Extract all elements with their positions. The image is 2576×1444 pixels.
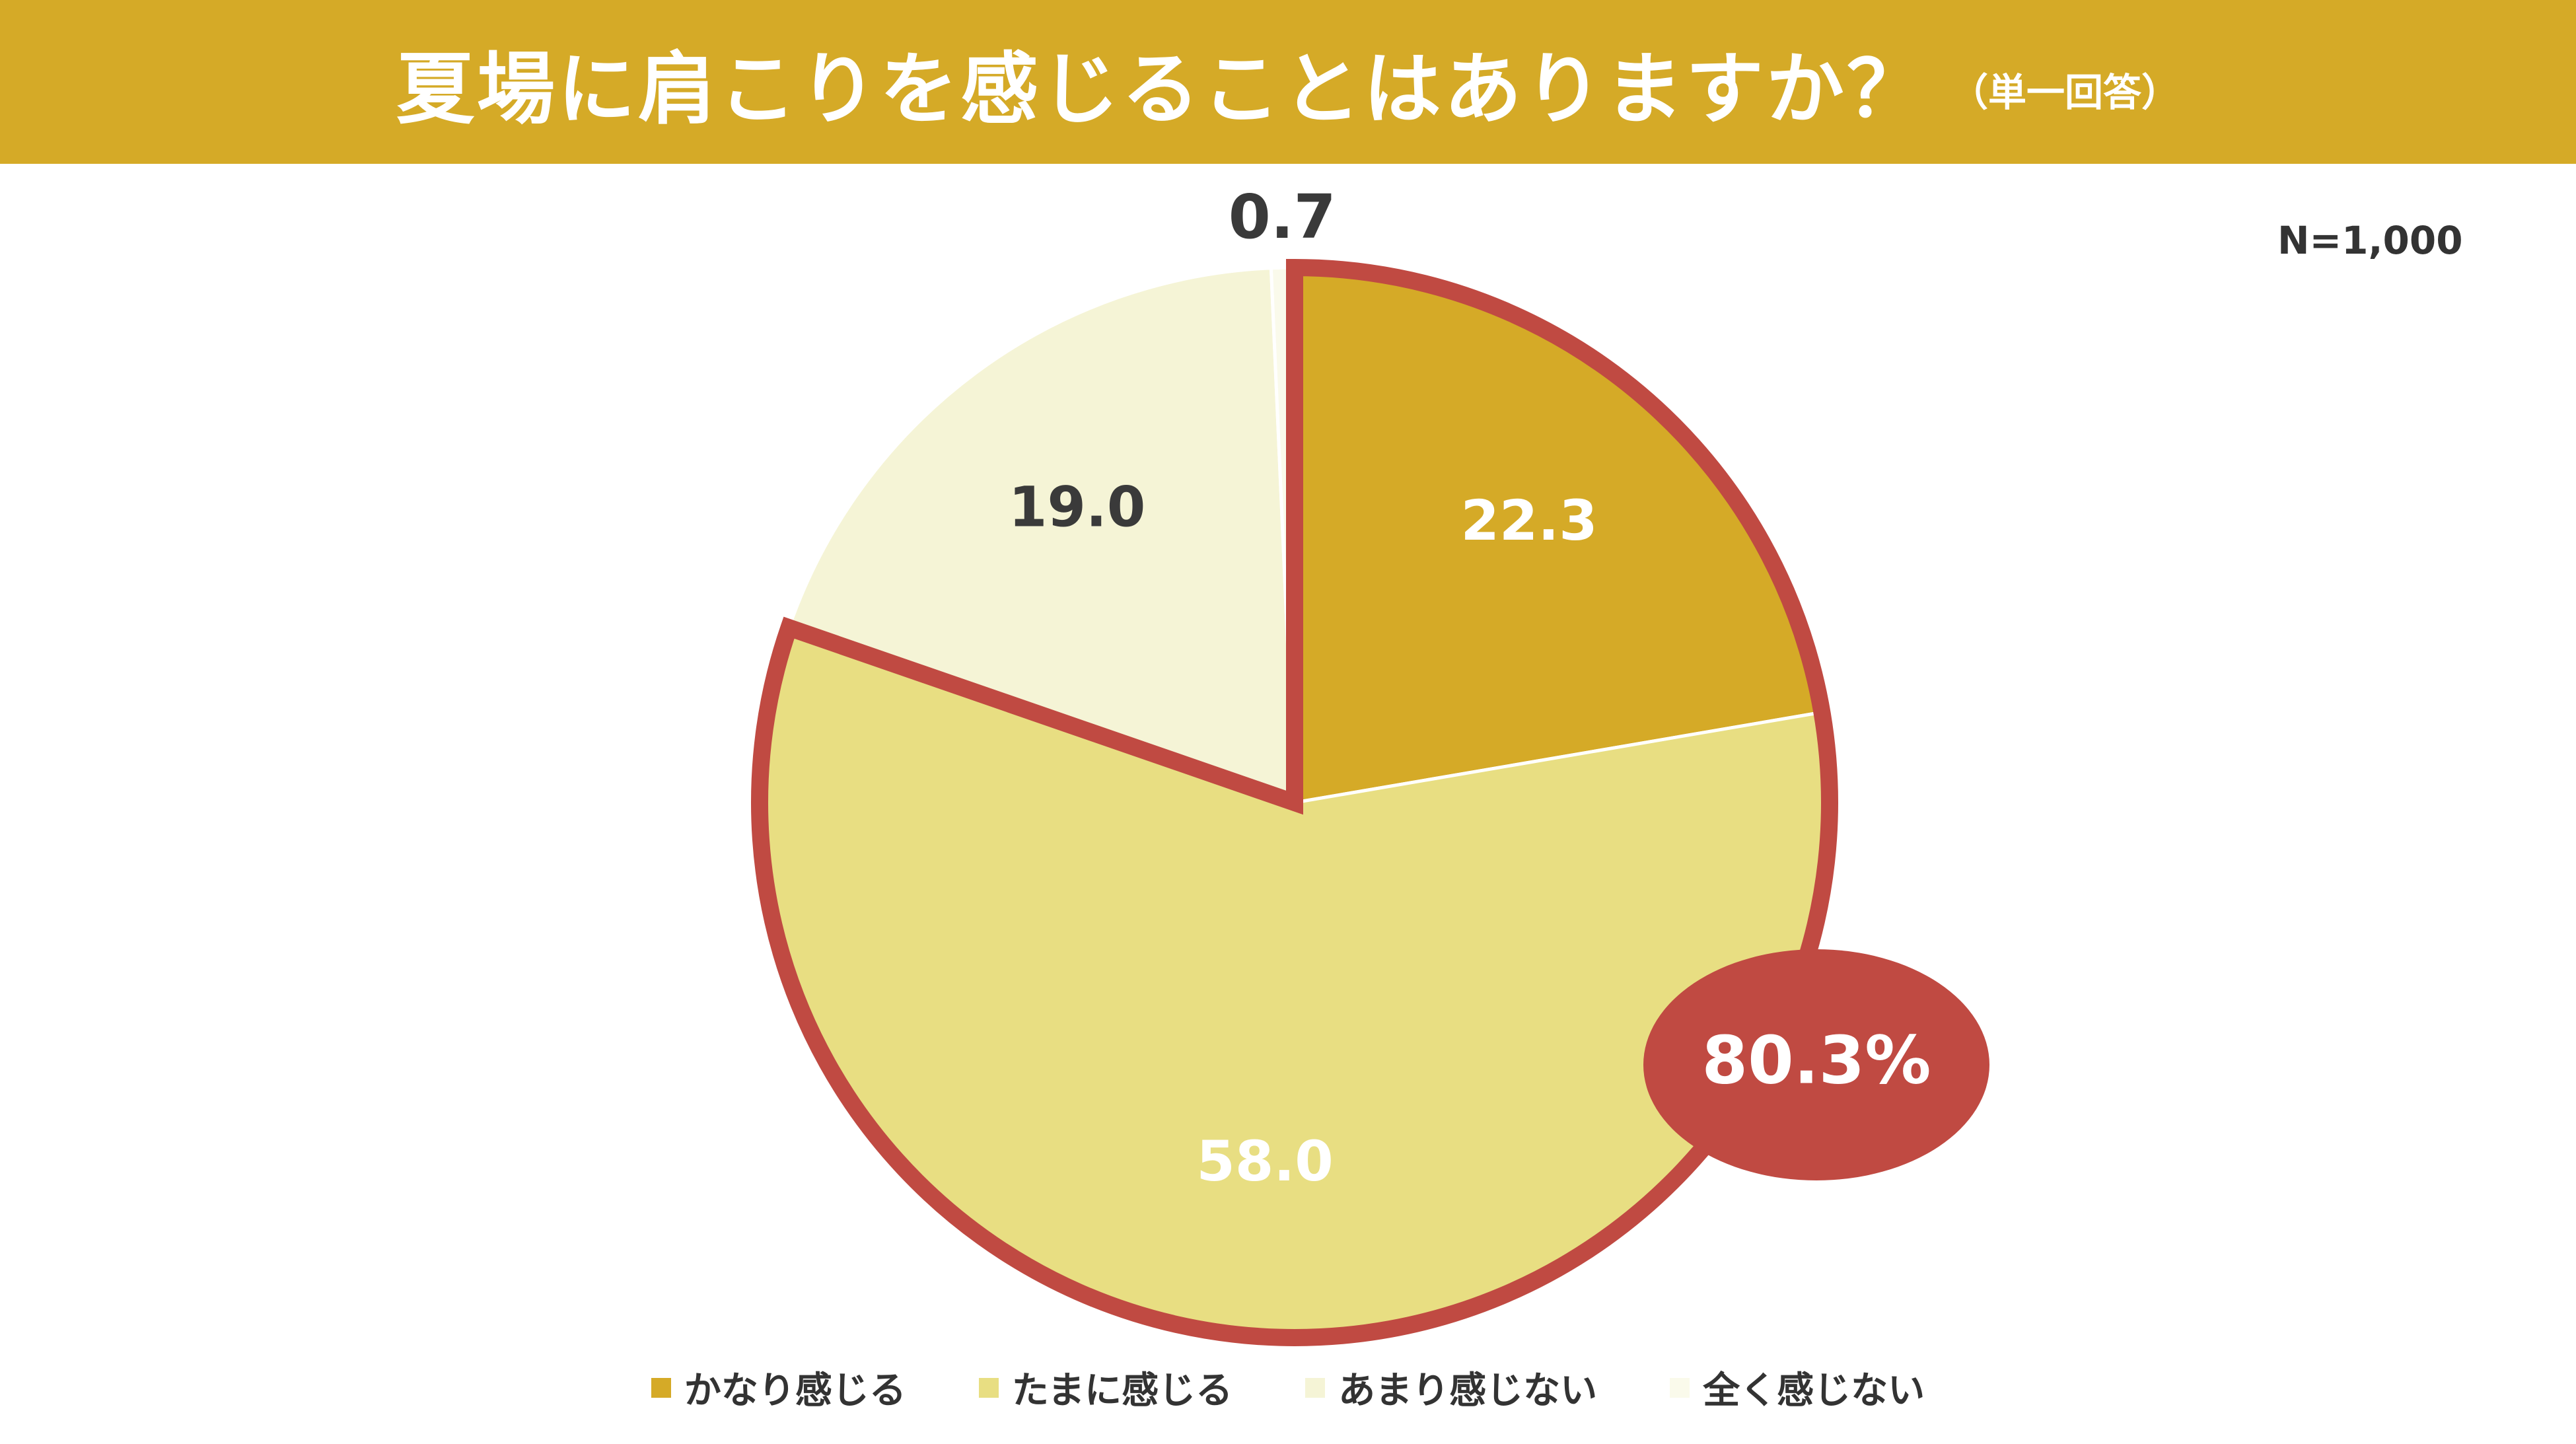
legend-item-あまり感じない: あまり感じない	[1305, 1361, 1597, 1414]
legend-swatch	[1305, 1377, 1326, 1398]
sample-size: N=1,000	[2277, 218, 2463, 263]
highlight-outline	[751, 258, 1838, 1346]
legend-label: 全く感じない	[1703, 1369, 1925, 1412]
legend-item-かなり感じる: かなり感じる	[651, 1361, 906, 1414]
legend-label: かなり感じる	[684, 1369, 906, 1412]
legend-label: たまに感じる	[1011, 1369, 1233, 1412]
legend: かなり感じる たまに感じる あまり感じない 全く感じない	[0, 1361, 2576, 1414]
chart-subtitle: （単一回答）	[1950, 70, 2180, 115]
legend-swatch	[978, 1377, 999, 1398]
pie-label-全く感じない: 0.7	[1229, 182, 1336, 252]
highlight-callout: 80.3%	[1643, 949, 1989, 1180]
legend-swatch	[651, 1377, 671, 1398]
legend-item-たまに感じる: たまに感じる	[978, 1361, 1233, 1414]
chart-title: 夏場に肩こりを感じることはありますか？	[396, 43, 1927, 135]
legend-item-全く感じない: 全く感じない	[1670, 1361, 1925, 1414]
pie-label-かなり感じる: 22.3	[1460, 488, 1597, 553]
title-banner: 夏場に肩こりを感じることはありますか？ （単一回答）	[0, 0, 2576, 164]
pie-label-たまに感じる: 58.0	[1196, 1129, 1333, 1194]
legend-label: あまり感じない	[1338, 1369, 1598, 1412]
highlight-callout-bubble	[1643, 949, 1989, 1180]
highlight-callout-label: 80.3%	[1702, 1021, 1931, 1099]
pie-label-あまり感じない: 19.0	[1009, 474, 1145, 539]
legend-swatch	[1670, 1377, 1690, 1398]
